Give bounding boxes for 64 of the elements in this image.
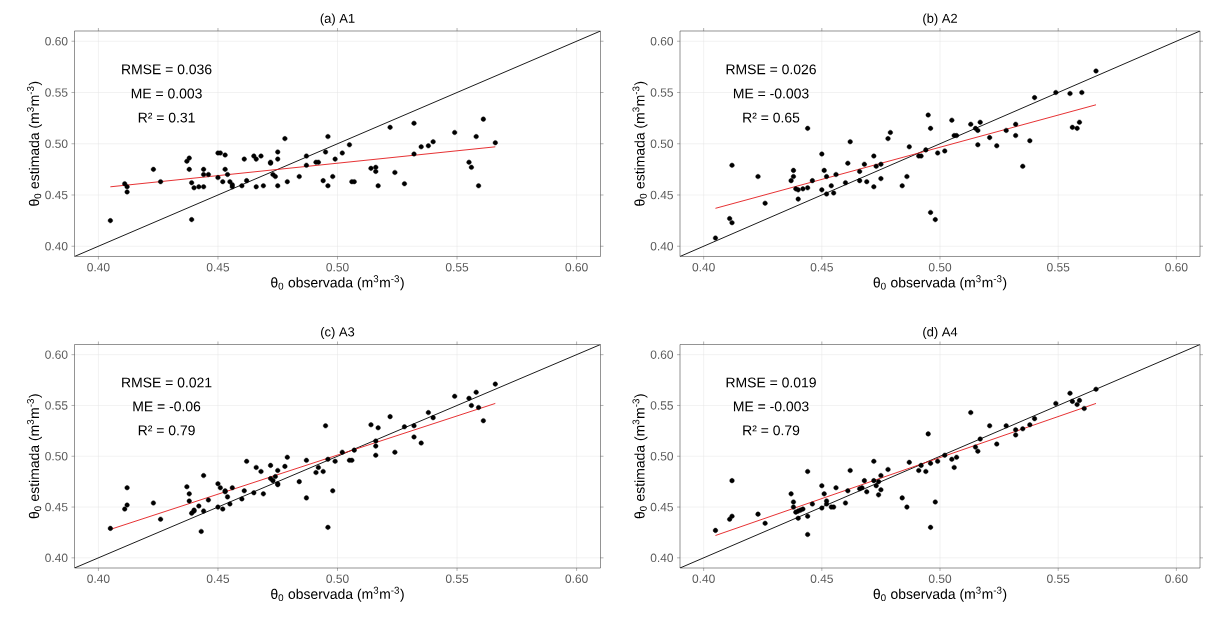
y-tick-label: 0.45 bbox=[650, 502, 673, 512]
annotation: R² = 0.79 bbox=[138, 425, 195, 436]
annotation: ME = -0.003 bbox=[733, 88, 809, 99]
y-tick-label: 0.40 bbox=[45, 242, 68, 251]
chart-title: (d) A4 bbox=[923, 326, 958, 339]
y-tick-label: 0.60 bbox=[650, 37, 674, 46]
y-axis-title: θ$_{0}$ estimada (m$^{3}$m$^{-3}$) bbox=[26, 81, 42, 206]
annotation: RMSE = 0.036 bbox=[122, 64, 212, 75]
y-tick-label: 0.60 bbox=[45, 350, 68, 359]
annotation: RMSE = 0.026 bbox=[726, 64, 816, 75]
x-tick-label: 0.55 bbox=[1047, 263, 1070, 272]
y-tick-label: 0.60 bbox=[45, 37, 68, 46]
chart-title: (a) A1 bbox=[320, 13, 355, 26]
y-tick-label: 0.40 bbox=[650, 242, 674, 251]
x-tick-label: 0.45 bbox=[206, 263, 230, 272]
x-axis-title: θ$_{0}$ observada (m$^{3}$m$^{-3}$) bbox=[271, 586, 404, 602]
x-tick-label: 0.60 bbox=[565, 263, 588, 272]
x-tick-label: 0.55 bbox=[445, 574, 469, 583]
x-tick-label: 0.45 bbox=[810, 574, 833, 583]
x-tick-label: 0.55 bbox=[445, 263, 469, 272]
x-tick-label: 0.60 bbox=[1165, 574, 1188, 583]
x-tick-label: 0.40 bbox=[692, 574, 715, 583]
x-tick-label: 0.50 bbox=[326, 263, 349, 272]
annotation: ME = -0.06 bbox=[133, 401, 201, 412]
x-tick-label: 0.50 bbox=[928, 263, 952, 272]
y-tick-label: 0.50 bbox=[650, 139, 674, 148]
y-tick-label: 0.40 bbox=[45, 553, 68, 563]
y-tick-label: 0.45 bbox=[650, 190, 673, 200]
x-tick-label: 0.40 bbox=[87, 574, 110, 583]
annotation: ME = -0.003 bbox=[733, 401, 809, 412]
y-tick-label: 0.40 bbox=[650, 553, 674, 563]
x-tick-label: 0.40 bbox=[87, 263, 110, 272]
x-tick-label: 0.50 bbox=[928, 574, 952, 583]
y-tick-label: 0.45 bbox=[45, 502, 68, 512]
annotation: ME = 0.003 bbox=[131, 88, 202, 99]
annotation: RMSE = 0.021 bbox=[122, 377, 212, 388]
x-axis-title: θ$_{0}$ observada (m$^{3}$m$^{-3}$) bbox=[873, 275, 1007, 291]
y-tick-label: 0.45 bbox=[45, 190, 68, 200]
y-tick-label: 0.60 bbox=[650, 350, 674, 359]
y-tick-label: 0.50 bbox=[45, 139, 68, 148]
x-tick-label: 0.50 bbox=[326, 574, 349, 583]
chart-title: (b) A2 bbox=[923, 13, 957, 26]
x-tick-label: 0.45 bbox=[206, 574, 230, 583]
chart-title: (c) A3 bbox=[321, 326, 355, 339]
y-tick-label: 0.55 bbox=[45, 88, 68, 97]
x-tick-label: 0.60 bbox=[565, 574, 588, 583]
annotation: R² = 0.31 bbox=[138, 112, 195, 123]
x-tick-label: 0.40 bbox=[692, 263, 715, 272]
annotation: R² = 0.65 bbox=[743, 112, 800, 123]
x-tick-label: 0.60 bbox=[1165, 263, 1188, 272]
annotation: RMSE = 0.019 bbox=[726, 377, 816, 388]
y-axis-title: θ$_{0}$ estimada (m$^{3}$m$^{-3}$) bbox=[26, 394, 42, 519]
y-tick-label: 0.55 bbox=[650, 88, 673, 97]
y-tick-label: 0.55 bbox=[45, 401, 68, 410]
x-tick-label: 0.45 bbox=[810, 263, 833, 272]
x-axis-title: θ$_{0}$ observada (m$^{3}$m$^{-3}$) bbox=[873, 586, 1007, 602]
annotation: R² = 0.79 bbox=[743, 425, 800, 436]
y-tick-label: 0.50 bbox=[650, 452, 674, 461]
y-tick-label: 0.55 bbox=[650, 401, 673, 410]
y-tick-label: 0.50 bbox=[45, 452, 68, 461]
y-axis-title: θ$_{0}$ estimada (m$^{3}$m$^{-3}$) bbox=[632, 394, 648, 519]
x-axis-title: θ$_{0}$ observada (m$^{3}$m$^{-3}$) bbox=[271, 275, 404, 291]
y-axis-title: θ$_{0}$ estimada (m$^{3}$m$^{-3}$) bbox=[632, 81, 648, 206]
x-tick-label: 0.55 bbox=[1047, 574, 1070, 583]
